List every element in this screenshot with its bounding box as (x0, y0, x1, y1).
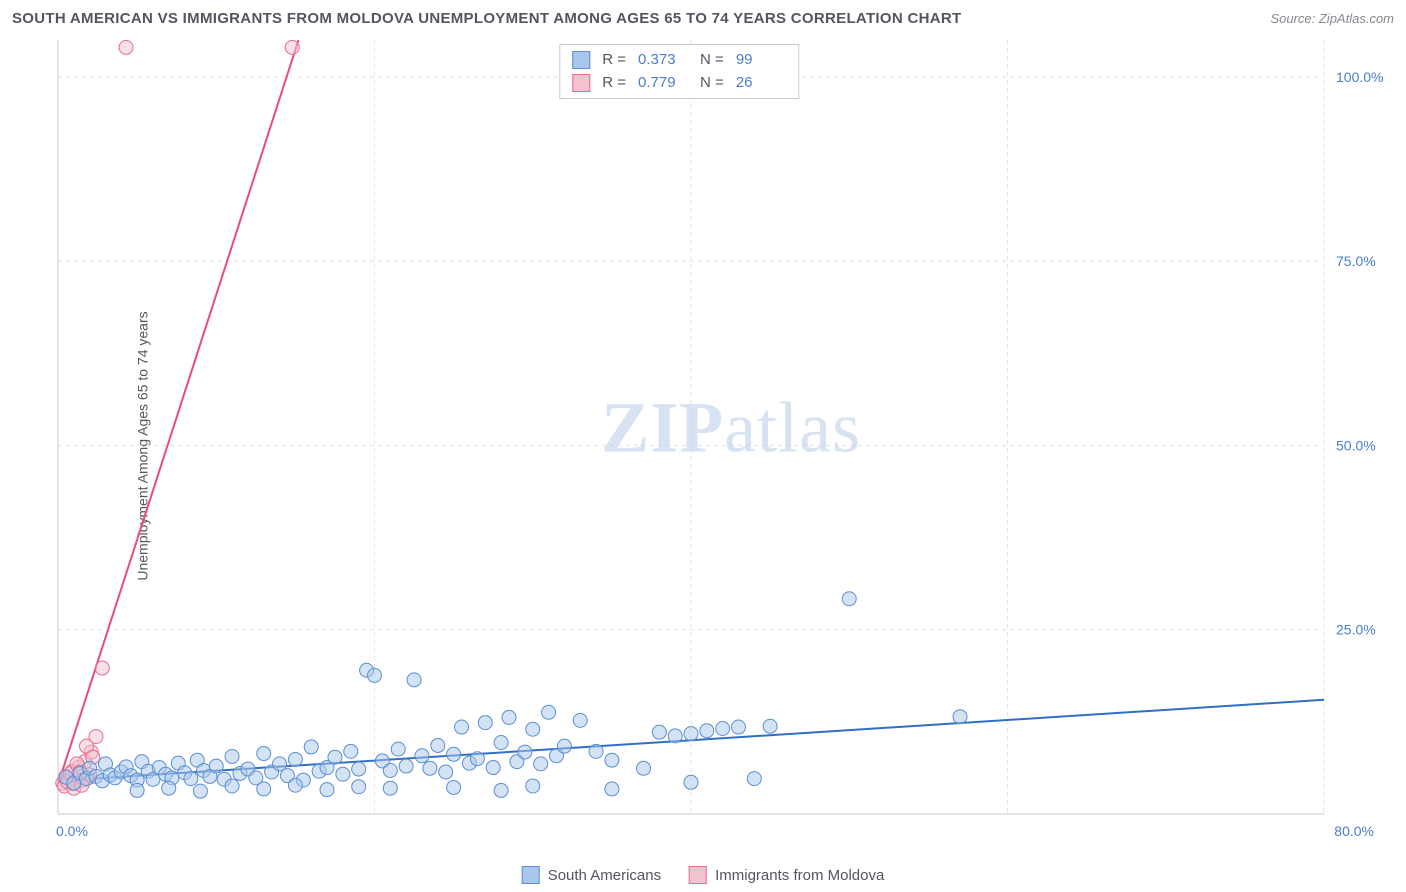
title-bar: SOUTH AMERICAN VS IMMIGRANTS FROM MOLDOV… (0, 0, 1406, 36)
swatch-series-b (689, 866, 707, 884)
chart-area: 25.0% 50.0% 75.0% 100.0% 0.0% 80.0% (50, 40, 1394, 844)
source-attribution: Source: ZipAtlas.com (1270, 11, 1394, 26)
svg-text:25.0%: 25.0% (1336, 622, 1376, 638)
swatch-series-a (572, 51, 590, 69)
n-label: N = (700, 49, 724, 72)
stats-row-series-a: R = 0.373 N = 99 (572, 49, 786, 72)
legend-label-b: Immigrants from Moldova (715, 867, 884, 884)
scatter-plot-svg: 25.0% 50.0% 75.0% 100.0% 0.0% 80.0% (50, 40, 1394, 844)
legend-item-series-b: Immigrants from Moldova (689, 866, 884, 884)
bottom-legend: South Americans Immigrants from Moldova (522, 866, 885, 884)
legend-label-a: South Americans (548, 867, 661, 884)
r-value-a: 0.373 (638, 49, 688, 72)
stats-row-series-b: R = 0.779 N = 26 (572, 72, 786, 95)
n-value-b: 26 (736, 72, 786, 95)
swatch-series-a (522, 866, 540, 884)
legend-item-series-a: South Americans (522, 866, 661, 884)
chart-title: SOUTH AMERICAN VS IMMIGRANTS FROM MOLDOV… (12, 10, 961, 27)
svg-text:100.0%: 100.0% (1336, 69, 1383, 85)
swatch-series-b (572, 74, 590, 92)
svg-text:75.0%: 75.0% (1336, 253, 1376, 269)
n-value-a: 99 (736, 49, 786, 72)
svg-text:50.0%: 50.0% (1336, 437, 1376, 453)
svg-text:0.0%: 0.0% (56, 823, 88, 839)
r-value-b: 0.779 (638, 72, 688, 95)
r-label: R = (602, 49, 626, 72)
svg-text:80.0%: 80.0% (1334, 823, 1374, 839)
n-label: N = (700, 72, 724, 95)
r-label: R = (602, 72, 626, 95)
stats-legend-box: R = 0.373 N = 99 R = 0.779 N = 26 (559, 44, 799, 99)
